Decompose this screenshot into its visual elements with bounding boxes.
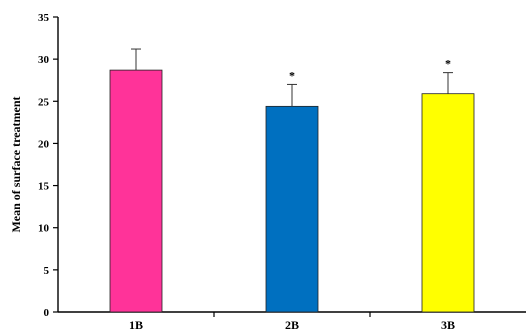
bars (110, 49, 474, 312)
significance-marker: * (289, 68, 295, 82)
bar-1b (110, 70, 162, 312)
bar-3b (422, 94, 474, 312)
y-tick-label: 0 (44, 307, 50, 319)
y-tick-label: 35 (38, 12, 50, 24)
y-tick-label: 5 (44, 265, 50, 277)
labels: 0 5 10 15 20 25 30 35 Mean of surface treatment 1… (9, 12, 455, 329)
x-tick-label-1b: 1B (129, 318, 143, 329)
x-tick-label-2b: 2B (285, 318, 299, 329)
y-tick-label: 20 (38, 138, 50, 150)
y-tick-label: 10 (38, 223, 50, 235)
y-tick-label: 30 (38, 54, 50, 66)
x-tick-label-3b: 3B (441, 318, 455, 329)
significance-marker: * (445, 57, 451, 71)
y-tick-label: 15 (38, 181, 50, 193)
y-tick-label: 25 (38, 96, 50, 108)
y-axis-title: Mean of surface treatment (9, 96, 23, 232)
bar-2b (266, 106, 318, 312)
